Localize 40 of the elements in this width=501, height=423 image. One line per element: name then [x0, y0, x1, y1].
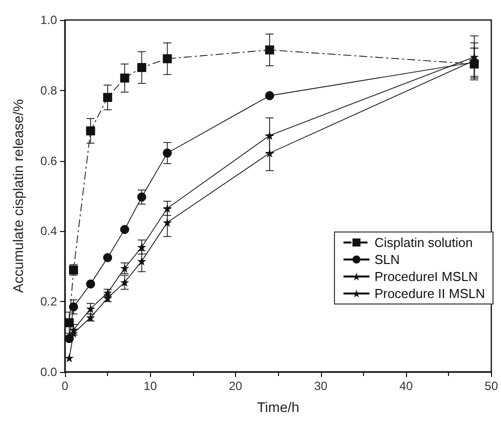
point — [64, 318, 74, 328]
y-tick-label: 0.4 — [40, 224, 58, 238]
y-axis-title: Accumulate cisplatin release/% — [10, 99, 26, 293]
legend-label: ProcedureI MSLN — [374, 269, 478, 284]
point — [86, 280, 96, 288]
point — [120, 278, 130, 287]
x-tick-label: 40 — [399, 379, 414, 393]
x-tick-label: 30 — [314, 379, 328, 393]
point — [137, 242, 146, 252]
point — [103, 92, 112, 102]
legend-label: SLN — [374, 252, 400, 267]
point — [137, 192, 146, 202]
point — [137, 63, 146, 72]
point — [265, 91, 274, 100]
point — [162, 204, 172, 213]
legend-label: Procedure II MSLN — [374, 286, 485, 301]
y-tick-label: 0.0 — [40, 365, 58, 379]
x-tick-label: 10 — [144, 379, 158, 393]
point — [69, 302, 78, 312]
point — [162, 218, 172, 227]
point — [265, 130, 274, 140]
point — [86, 126, 96, 136]
point — [120, 224, 130, 234]
point — [265, 45, 274, 54]
y-tick-label: 1.0 — [40, 13, 58, 27]
point — [103, 253, 112, 262]
x-tick-label: 50 — [484, 379, 498, 393]
point — [162, 148, 172, 158]
x-axis-title: Time/h — [257, 399, 300, 415]
point — [265, 148, 274, 158]
y-tick-label: 0.2 — [40, 294, 58, 309]
x-tick-label: 0 — [62, 379, 69, 393]
point — [64, 353, 74, 362]
point — [137, 256, 146, 266]
point — [162, 54, 172, 64]
point — [120, 74, 130, 83]
y-tick-label: 0.8 — [40, 83, 58, 98]
y-tick-label: 0.6 — [40, 154, 58, 168]
x-tick-label: 20 — [228, 379, 243, 393]
legend-label: Cisplatin solution — [374, 235, 473, 250]
